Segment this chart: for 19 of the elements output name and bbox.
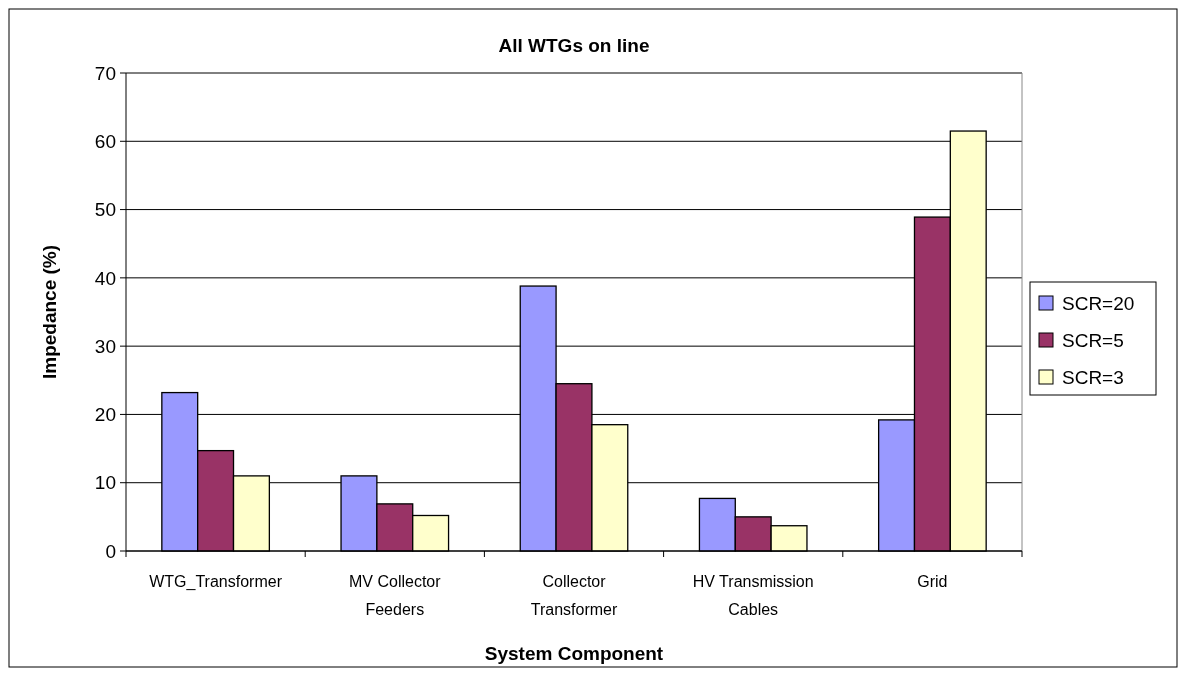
legend-label: SCR=20 — [1062, 292, 1135, 314]
y-tick-label: 20 — [94, 404, 116, 426]
y-tick-label: 60 — [94, 130, 116, 152]
x-tick-label: MV Collector Feeders — [349, 573, 442, 618]
y-tick-label: 70 — [94, 62, 116, 84]
x-tick-label: WTG_Transformer — [149, 573, 283, 591]
y-tick-label: 10 — [94, 472, 116, 494]
x-axis-title: System Component — [484, 643, 664, 664]
x-tick-label: HV Transmission Cables — [692, 573, 814, 618]
chart-title: All WTGs on line — [498, 35, 650, 56]
y-tick-label: 30 — [94, 335, 116, 357]
x-tick-label: Grid — [917, 573, 948, 590]
y-tick-label: 50 — [94, 199, 116, 221]
legend-label: SCR=5 — [1062, 329, 1124, 351]
y-tick-label: 40 — [94, 267, 116, 289]
x-tick-label: Collector Transformer — [530, 573, 618, 618]
y-axis-title: Impedance (%) — [39, 244, 60, 380]
y-tick-label: 0 — [105, 540, 116, 562]
legend-label: SCR=3 — [1062, 366, 1124, 388]
